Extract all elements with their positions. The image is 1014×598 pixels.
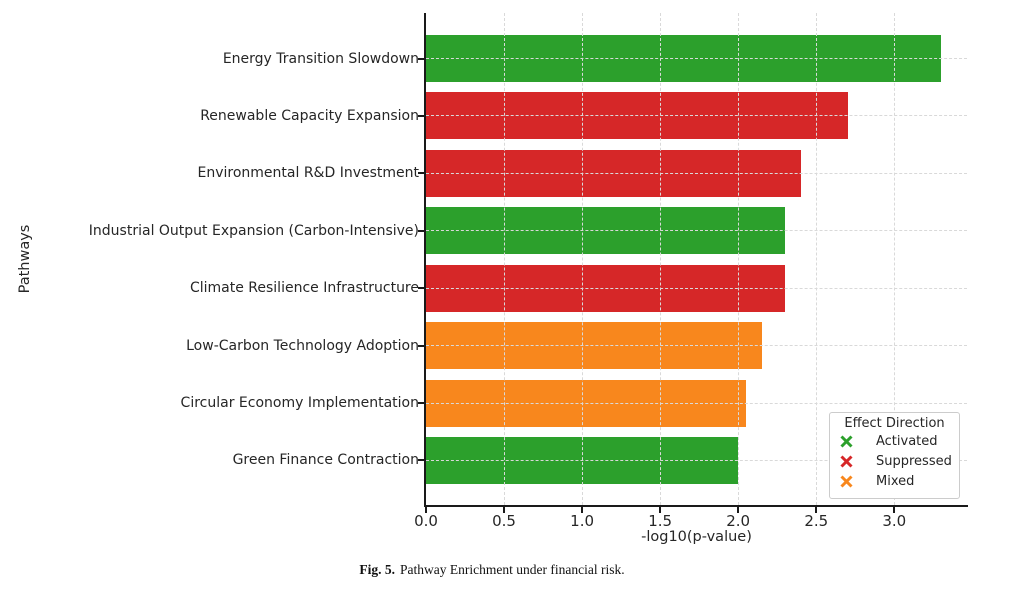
x-tick-mark [815, 507, 818, 513]
category-label-4: Climate Resilience Infrastructure [189, 280, 419, 297]
h-gridline [426, 172, 967, 174]
legend-item-label: Suppressed [876, 453, 952, 469]
x-tick-label: 2.5 [804, 512, 829, 530]
y-tick-mark [418, 344, 425, 347]
legend-item-label: Mixed [876, 473, 915, 489]
h-gridline [426, 345, 967, 347]
category-label-5: Low-Carbon Technology Adoption [186, 337, 419, 354]
legend-item-activated: Activated [830, 431, 959, 451]
category-label-3: Industrial Output Expansion (Carbon-Inte… [88, 222, 419, 239]
figure-caption-label: Fig. 5. [359, 562, 396, 577]
figure-caption-text: Pathway Enrichment under financial risk. [400, 562, 625, 577]
category-label-1: Renewable Capacity Expansion [200, 107, 419, 124]
v-gridline [815, 13, 817, 505]
x-tick-mark [425, 507, 427, 513]
h-gridline [426, 459, 967, 461]
category-label-2: Environmental R&D Investment [197, 165, 419, 182]
x-tick-mark [737, 507, 740, 513]
x-tick-mark [581, 507, 584, 513]
x-marker-icon [839, 454, 854, 469]
y-tick-mark [418, 114, 425, 117]
legend-item-mixed: Mixed [830, 471, 959, 491]
h-gridline [426, 287, 967, 289]
y-tick-mark [418, 459, 425, 462]
category-label-7: Green Finance Contraction [232, 452, 419, 469]
category-label-6: Circular Economy Implementation [180, 395, 419, 412]
v-gridline [659, 13, 661, 505]
x-marker-icon [839, 434, 854, 449]
x-tick-label: 1.5 [648, 512, 673, 530]
legend-title: Effect Direction [844, 416, 945, 431]
v-gridline [581, 13, 583, 505]
y-tick-mark [418, 57, 425, 60]
x-tick-label: 1.0 [570, 512, 595, 530]
x-axis-title: -log10(p-value) [641, 529, 752, 545]
figure-caption: Fig. 5. Pathway Enrichment under financia… [0, 562, 984, 578]
x-tick-label: 2.0 [726, 512, 751, 530]
legend-item-label: Activated [876, 433, 938, 449]
v-gridline [503, 13, 505, 505]
v-gridline [893, 13, 895, 505]
y-tick-mark [418, 402, 425, 405]
legend: Effect Direction Activated Suppressed Mixe… [829, 412, 960, 499]
x-tick-mark [893, 507, 896, 513]
x-tick-mark [659, 507, 662, 513]
h-gridline [426, 115, 967, 117]
x-tick-label: 3.0 [882, 512, 907, 530]
x-tick-label: 0.0 [414, 512, 438, 530]
x-tick-label: 0.5 [492, 512, 516, 530]
x-tick-mark [503, 507, 506, 513]
legend-item-suppressed: Suppressed [830, 451, 959, 471]
category-label-0: Energy Transition Slowdown [222, 50, 419, 67]
h-gridline [426, 58, 967, 59]
v-gridline [737, 13, 739, 505]
h-gridline [426, 230, 967, 232]
bar-chart-plot-area [426, 13, 967, 505]
y-tick-mark [418, 229, 425, 232]
x-marker-icon [839, 474, 854, 489]
y-axis-spine [424, 13, 426, 507]
h-gridline [426, 402, 967, 404]
y-tick-mark [418, 172, 425, 175]
y-tick-mark [418, 287, 425, 290]
legend-items: Activated Suppressed Mixed [830, 431, 959, 491]
x-axis-spine [424, 505, 968, 507]
